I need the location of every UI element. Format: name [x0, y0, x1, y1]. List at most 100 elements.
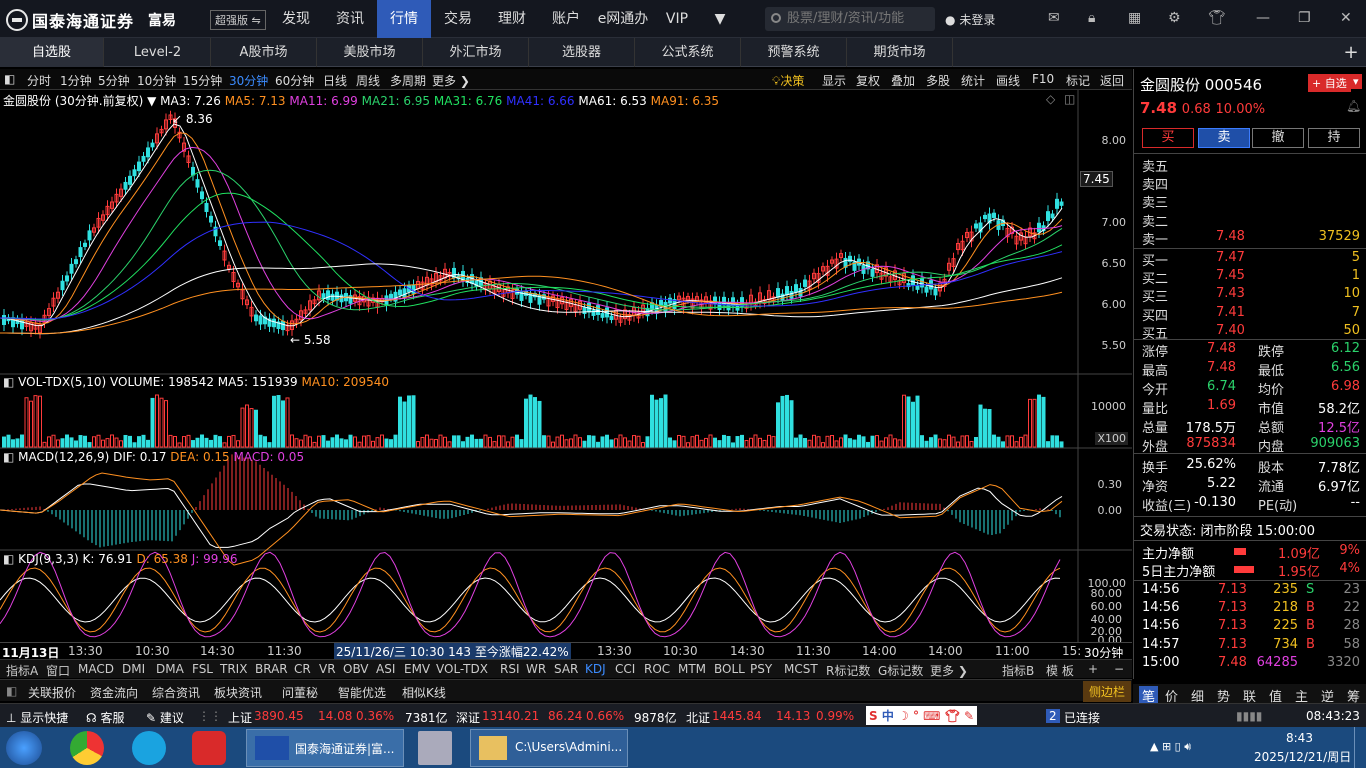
tab-forex[interactable]: 外汇市场	[423, 38, 529, 67]
indicator-tab[interactable]: RSI	[500, 662, 520, 676]
period-15min[interactable]: 15分钟	[183, 74, 223, 88]
func-news[interactable]: 综合资讯	[152, 686, 201, 700]
add-watchlist-dropdown-icon[interactable]: ▾	[1350, 74, 1362, 89]
tab-level2[interactable]: Level-2	[105, 38, 211, 67]
indicator-tab[interactable]: MTM	[678, 662, 707, 676]
nav-finance[interactable]: 理财	[498, 11, 526, 27]
advise-link[interactable]: ✎ 建议	[146, 709, 184, 726]
func-related[interactable]: 关联报价	[28, 686, 77, 700]
task-explorer[interactable]: C:\Users\Admini...	[470, 729, 628, 767]
nav-discover[interactable]: 发现	[282, 11, 310, 27]
func-ask-secretary[interactable]: 问董秘	[282, 686, 319, 700]
indicator-tab[interactable]: EMV	[404, 662, 431, 676]
task-broker-app[interactable]: 国泰海通证券|富...	[246, 729, 404, 767]
tool-overlay[interactable]: 叠加	[891, 74, 916, 88]
nav-vip[interactable]: VIP	[665, 11, 689, 27]
lock-icon[interactable]: 🔒︎	[1088, 10, 1096, 26]
tool-mark[interactable]: 标记	[1066, 74, 1091, 88]
indicator-tab[interactable]: WR	[526, 662, 547, 676]
tab-a-share[interactable]: A股市场	[211, 38, 317, 67]
period-5min[interactable]: 5分钟	[98, 74, 130, 88]
period-more[interactable]: 更多 ❯	[432, 74, 470, 88]
func-sector-news[interactable]: 板块资讯	[214, 686, 263, 700]
add-watchlist-button[interactable]: + 自选	[1308, 74, 1351, 92]
panel-toggle-icon[interactable]: ◧	[3, 375, 15, 389]
indicator-tab[interactable]: SAR	[554, 662, 579, 676]
indicator-tab[interactable]: TRIX	[220, 662, 248, 676]
tray-icons[interactable]: ▲ ⊞ ▯ 🔊︎	[1150, 740, 1192, 753]
indicator-tab[interactable]: MCST	[784, 662, 818, 676]
cancel-order-button[interactable]: 撤	[1252, 128, 1304, 148]
indicator-tab[interactable]: DMA	[156, 662, 184, 676]
close-icon[interactable]: ✕	[1340, 10, 1352, 26]
func-capital-flow[interactable]: 资金流向	[90, 686, 139, 700]
indicator-tab[interactable]: R标记数	[826, 664, 871, 678]
kline-chart-area[interactable]: 金圆股份 (30分钟.前复权) ▼ MA3: 7.26 MA5: 7.13 MA…	[0, 90, 1132, 647]
func-similar-kline[interactable]: 相似K线	[402, 686, 446, 700]
indicator-tab[interactable]: BOLL	[714, 662, 745, 676]
chart-canvas[interactable]	[0, 90, 1132, 642]
period-week[interactable]: 周线	[356, 74, 381, 88]
tab-screener[interactable]: 选股器	[529, 38, 635, 67]
indicator-tab[interactable]: DMI	[122, 662, 146, 676]
indicator-tab[interactable]: −	[1114, 662, 1125, 676]
indicator-tab[interactable]: 指标B	[1002, 664, 1035, 678]
tool-draw[interactable]: 画线	[996, 74, 1021, 88]
orderbook-row[interactable]: 卖三	[1142, 192, 1360, 211]
tool-stats[interactable]: 统计	[961, 74, 986, 88]
orderbook-row[interactable]: 买二 7.45 1	[1142, 268, 1360, 287]
collapse-icon[interactable]: ◧	[4, 72, 16, 86]
indicator-tab[interactable]: OBV	[343, 662, 369, 676]
indicator-tab[interactable]: BRAR	[255, 662, 288, 676]
ime-toolbar[interactable]: S 中 ☽ ° ⌨ 👕︎ ✎	[866, 706, 978, 725]
minimize-icon[interactable]: —	[1256, 10, 1270, 26]
func-smart-pick[interactable]: 智能优选	[338, 686, 387, 700]
orderbook-row[interactable]: 买三 7.43 10	[1142, 286, 1360, 305]
tab-us-stock[interactable]: 美股市场	[317, 38, 423, 67]
quote-subtab[interactable]: 主	[1295, 690, 1309, 705]
period-day[interactable]: 日线	[323, 74, 348, 88]
bell-icon[interactable]: 🔔︎	[1346, 99, 1362, 113]
nav-account[interactable]: 账户	[552, 11, 580, 27]
tool-task-icon[interactable]	[418, 731, 452, 765]
tab-futures[interactable]: 期货市场	[847, 38, 953, 67]
holdings-button[interactable]: 持	[1308, 128, 1360, 148]
indicator-tab[interactable]: VOL-TDX	[436, 662, 488, 676]
indicator-tab[interactable]: G标记数	[878, 664, 924, 678]
decision-button[interactable]: 💡︎决策	[772, 72, 804, 89]
indicator-tab[interactable]: +	[1088, 662, 1099, 676]
nav-market[interactable]: 行情	[377, 0, 431, 38]
version-badge[interactable]: 超强版 ⇋	[210, 10, 266, 30]
indicator-tab[interactable]: CCI	[615, 662, 636, 676]
quote-subtab[interactable]: 联	[1243, 690, 1257, 705]
nav-more-dropdown-icon[interactable]: ▼	[714, 11, 726, 27]
indicator-tab[interactable]: 指标A	[6, 664, 39, 678]
panel-toggle-icon[interactable]: ◧	[3, 450, 15, 464]
start-button-icon[interactable]	[6, 731, 42, 765]
orderbook-row[interactable]: 买一 7.47 5	[1142, 250, 1360, 269]
diamond-icon[interactable]: ◇	[1046, 92, 1056, 106]
app-red-icon[interactable]	[192, 731, 226, 765]
skin-icon[interactable]: 👕︎	[1208, 10, 1226, 26]
chrome-icon[interactable]	[70, 731, 104, 765]
indicator-tab[interactable]: 窗口	[46, 664, 71, 678]
orderbook-row[interactable]: 买四 7.41 7	[1142, 305, 1360, 324]
indicator-tab[interactable]: VR	[319, 662, 336, 676]
period-multi[interactable]: 多周期	[390, 74, 427, 88]
nav-trade[interactable]: 交易	[444, 11, 472, 27]
mail-icon[interactable]: ✉	[1048, 10, 1060, 26]
login-status[interactable]: ● 未登录	[945, 11, 995, 28]
tool-adjust[interactable]: 复权	[856, 74, 881, 88]
orderbook-row[interactable]: 卖一 7.48 37529	[1142, 229, 1360, 248]
indicator-tab[interactable]: FSL	[192, 662, 213, 676]
service-link[interactable]: ☊ 客服	[86, 709, 125, 726]
sidebar-button[interactable]: 侧边栏	[1083, 681, 1132, 702]
buy-button[interactable]: 买	[1142, 128, 1194, 148]
tool-f10[interactable]: F10	[1032, 72, 1055, 86]
panel-toggle-icon[interactable]: ◧	[3, 552, 15, 566]
indicator-tab[interactable]: PSY	[750, 662, 773, 676]
period-tick[interactable]: 分时	[27, 74, 52, 88]
tab-watchlist[interactable]: 自选股	[0, 38, 104, 67]
orderbook-row[interactable]: 买五 7.40 50	[1142, 323, 1360, 342]
add-tab-icon[interactable]: +	[1343, 42, 1359, 63]
